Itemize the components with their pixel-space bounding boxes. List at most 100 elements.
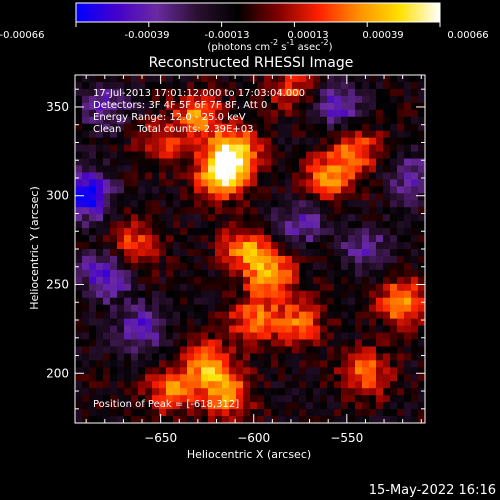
heatmap-cell <box>334 165 342 173</box>
heatmap-cell <box>320 102 328 111</box>
heatmap-cell <box>222 81 230 90</box>
heatmap-cell <box>89 353 97 361</box>
heatmap-cell <box>215 374 223 382</box>
heatmap-cell <box>152 318 160 326</box>
heatmap-cell <box>236 165 244 173</box>
heatmap-cell <box>264 137 272 145</box>
heatmap-cell <box>327 130 335 139</box>
heatmap-cell <box>103 255 111 264</box>
heatmap-cell <box>215 172 223 180</box>
heatmap-cell <box>355 200 363 208</box>
heatmap-cell <box>166 276 174 285</box>
heatmap-cell <box>313 297 321 306</box>
heatmap-cell <box>334 304 342 313</box>
heatmap-cell <box>89 158 97 166</box>
heatmap-cell <box>236 416 244 424</box>
heatmap-cell <box>243 144 251 152</box>
heatmap-cell <box>75 318 83 326</box>
heatmap-cell <box>250 130 258 139</box>
heatmap-cell <box>299 179 307 187</box>
heatmap-cell <box>131 249 139 257</box>
heatmap-cell <box>96 123 104 132</box>
heatmap-cell <box>376 88 384 97</box>
heatmap-cell <box>96 228 104 236</box>
colorbar: -0.00066 -0.00039 -0.00013 0.00013 0.00039 0.… <box>0 2 489 53</box>
heatmap-cell <box>166 137 174 145</box>
heatmap-cell <box>411 374 419 382</box>
heatmap-cell <box>201 255 209 264</box>
heatmap-cell <box>376 179 384 187</box>
heatmap-cell <box>285 374 293 382</box>
heatmap-cell <box>82 388 90 396</box>
heatmap-cell <box>89 242 97 250</box>
heatmap-cell <box>334 409 342 417</box>
heatmap-cell <box>96 214 104 222</box>
heatmap-cell <box>222 88 230 97</box>
heatmap-cell <box>194 402 202 410</box>
heatmap-cell <box>376 102 384 111</box>
heatmap-cell <box>390 346 398 354</box>
heatmap-cell <box>194 367 202 375</box>
heatmap-cell <box>75 123 83 132</box>
heatmap-cell <box>138 262 146 271</box>
heatmap-cell <box>334 388 342 396</box>
heatmap-cell <box>418 255 426 264</box>
heatmap-cell <box>404 207 412 215</box>
heatmap-cell <box>418 88 426 97</box>
heatmap-cell <box>201 235 209 243</box>
heatmap-cell <box>376 381 384 389</box>
heatmap-cell <box>194 255 202 264</box>
heatmap-cell <box>341 242 349 250</box>
heatmap-cell <box>257 304 265 313</box>
heatmap-cell <box>222 179 230 187</box>
heatmap-cell <box>117 374 125 382</box>
heatmap-cell <box>180 130 188 139</box>
heatmap-cell <box>138 116 146 125</box>
heatmap-cell <box>152 311 160 319</box>
heatmap-cell <box>320 388 328 396</box>
heatmap-cell <box>250 304 258 313</box>
heatmap-cell <box>411 304 419 313</box>
heatmap-cell <box>152 276 160 285</box>
heatmap-cell <box>180 235 188 243</box>
heatmap-cell <box>257 214 265 222</box>
heatmap-cell <box>383 158 391 166</box>
heatmap-cell <box>236 193 244 201</box>
heatmap-cell <box>390 193 398 201</box>
heatmap-cell <box>138 200 146 208</box>
heatmap-cell <box>313 374 321 382</box>
heatmap-cell <box>313 137 321 145</box>
heatmap-cell <box>229 374 237 382</box>
heatmap-cell <box>250 88 258 97</box>
heatmap-cell <box>145 388 153 396</box>
heatmap-cell <box>138 409 146 417</box>
heatmap-cell <box>306 88 314 97</box>
heatmap-cell <box>215 339 223 347</box>
heatmap-cell <box>229 186 237 194</box>
heatmap-cell <box>313 221 321 229</box>
heatmap-cell <box>383 304 391 313</box>
heatmap-cell <box>236 255 244 264</box>
heatmap-cell <box>82 235 90 243</box>
heatmap-cell <box>271 221 279 229</box>
heatmap-cell <box>348 262 356 271</box>
heatmap-cell <box>264 318 272 326</box>
heatmap-cell <box>222 172 230 180</box>
heatmap-cell <box>145 249 153 257</box>
heatmap-cell <box>348 228 356 236</box>
heatmap-cell <box>292 262 300 271</box>
heatmap-cell <box>110 276 118 285</box>
heatmap-cell <box>243 255 251 264</box>
heatmap-cell <box>299 151 307 159</box>
heatmap-cell <box>285 381 293 389</box>
heatmap-cell <box>362 332 370 340</box>
heatmap-cell <box>89 179 97 187</box>
heatmap-cell <box>180 409 188 417</box>
heatmap-cell <box>166 402 174 410</box>
heatmap-cell <box>82 276 90 285</box>
heatmap-cell <box>124 102 132 111</box>
heatmap-cell <box>236 311 244 319</box>
heatmap-cell <box>355 283 363 292</box>
heatmap-cell <box>173 318 181 326</box>
heatmap-cell <box>222 158 230 166</box>
